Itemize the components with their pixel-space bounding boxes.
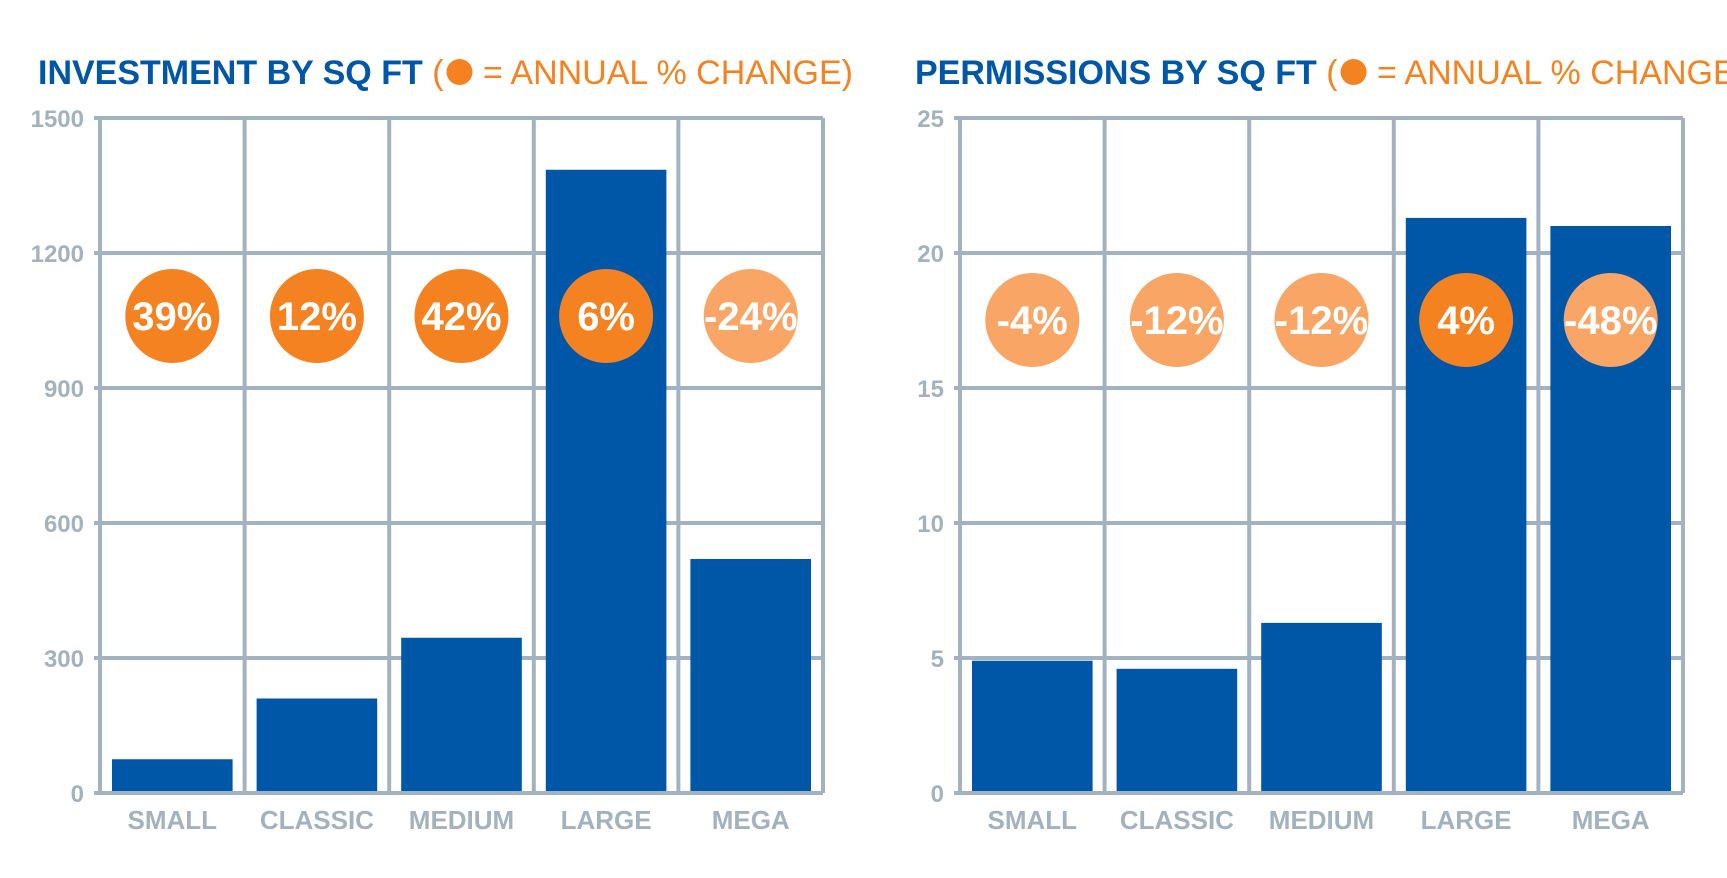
change-badge-label: 39% — [132, 295, 212, 339]
change-badge-label: 4% — [1437, 299, 1495, 343]
x-tick-label: CLASSIC — [1120, 805, 1234, 835]
change-badge-label: 42% — [421, 295, 501, 339]
change-badge-circle — [414, 269, 509, 363]
x-tick-label: SMALL — [988, 805, 1078, 835]
x-tick-label: LARGE — [1421, 805, 1512, 835]
change-badge-circle — [269, 269, 364, 363]
x-tick-label: CLASSIC — [260, 805, 374, 835]
x-tick-label: MEGA — [712, 805, 790, 835]
y-tick-label: 10 — [917, 511, 944, 538]
y-tick-label: 20 — [917, 241, 944, 268]
chart-title-text: PERMISSIONS BY SQ FT — [915, 54, 1326, 92]
chart-title: INVESTMENT BY SQ FT ( = ANNUAL % CHANGE) — [38, 54, 853, 92]
change-badge-label: 6% — [577, 295, 635, 339]
change-badge-label: -24% — [704, 295, 797, 339]
bar-small — [972, 660, 1093, 793]
legend-dot — [446, 59, 473, 85]
bar-small — [112, 759, 233, 793]
change-badge-circle — [703, 269, 798, 363]
bar-mega — [690, 559, 811, 793]
title-note-text: = ANNUAL % CHANGE) — [1368, 54, 1727, 92]
change-badge: 6% — [559, 269, 654, 363]
y-tick-label: 300 — [44, 646, 84, 673]
change-badge: 12% — [269, 269, 364, 363]
chart-title: PERMISSIONS BY SQ FT ( = ANNUAL % CHANGE… — [915, 54, 1727, 92]
change-badge: -48% — [1563, 273, 1658, 367]
grid — [94, 116, 825, 795]
y-tick-label: 900 — [44, 376, 84, 403]
x-tick-label: MEDIUM — [409, 805, 514, 835]
change-badge: -12% — [1129, 273, 1224, 367]
change-badge-circle — [1274, 273, 1369, 367]
legend-dot — [1340, 59, 1367, 85]
change-badge-label: -48% — [1564, 299, 1657, 343]
chart-title-text: INVESTMENT BY SQ FT — [38, 54, 432, 92]
change-badge-label: -4% — [997, 299, 1068, 343]
bar-medium — [1261, 622, 1382, 793]
change-badge-circle — [1563, 273, 1658, 367]
bar-classic — [256, 698, 378, 793]
y-tick-label: 25 — [917, 106, 944, 133]
bar-medium — [401, 637, 522, 793]
x-tick-label: SMALL — [128, 805, 218, 835]
change-badge-label: 12% — [277, 295, 357, 339]
y-tick-label: 1200 — [31, 241, 84, 268]
change-badge-circle — [1129, 273, 1224, 367]
title-note-open: ( — [432, 54, 444, 92]
y-tick-label: 1500 — [31, 106, 84, 133]
change-badge-circle — [125, 269, 220, 363]
change-badge: 4% — [1419, 273, 1514, 367]
chart-2: PERMISSIONS BY SQ FT ( = ANNUAL % CHANGE… — [915, 54, 1727, 835]
change-badge: -4% — [985, 273, 1080, 367]
change-badge-circle — [1419, 273, 1514, 367]
y-tick-label: 600 — [44, 511, 84, 538]
y-tick-label: 15 — [917, 376, 944, 403]
y-tick-label: 5 — [931, 646, 944, 673]
title-note-open: ( — [1326, 54, 1338, 92]
change-badge-label: -12% — [1275, 299, 1368, 343]
change-badge: 39% — [125, 269, 220, 363]
change-badge: -12% — [1274, 273, 1369, 367]
chart-1: INVESTMENT BY SQ FT ( = ANNUAL % CHANGE)… — [31, 54, 853, 835]
change-badge-label: -12% — [1130, 299, 1223, 343]
change-badge: -24% — [703, 269, 798, 363]
x-tick-label: MEGA — [1572, 805, 1650, 835]
bar-classic — [1116, 668, 1238, 793]
y-tick-label: 0 — [71, 781, 84, 808]
bar-large — [545, 169, 667, 793]
change-badge: 42% — [414, 269, 509, 363]
change-badge-circle — [559, 269, 654, 363]
change-badge-circle — [985, 273, 1080, 367]
title-note-text: = ANNUAL % CHANGE) — [474, 54, 853, 92]
x-tick-label: MEDIUM — [1269, 805, 1374, 835]
x-tick-label: LARGE — [561, 805, 652, 835]
y-tick-label: 0 — [931, 781, 944, 808]
